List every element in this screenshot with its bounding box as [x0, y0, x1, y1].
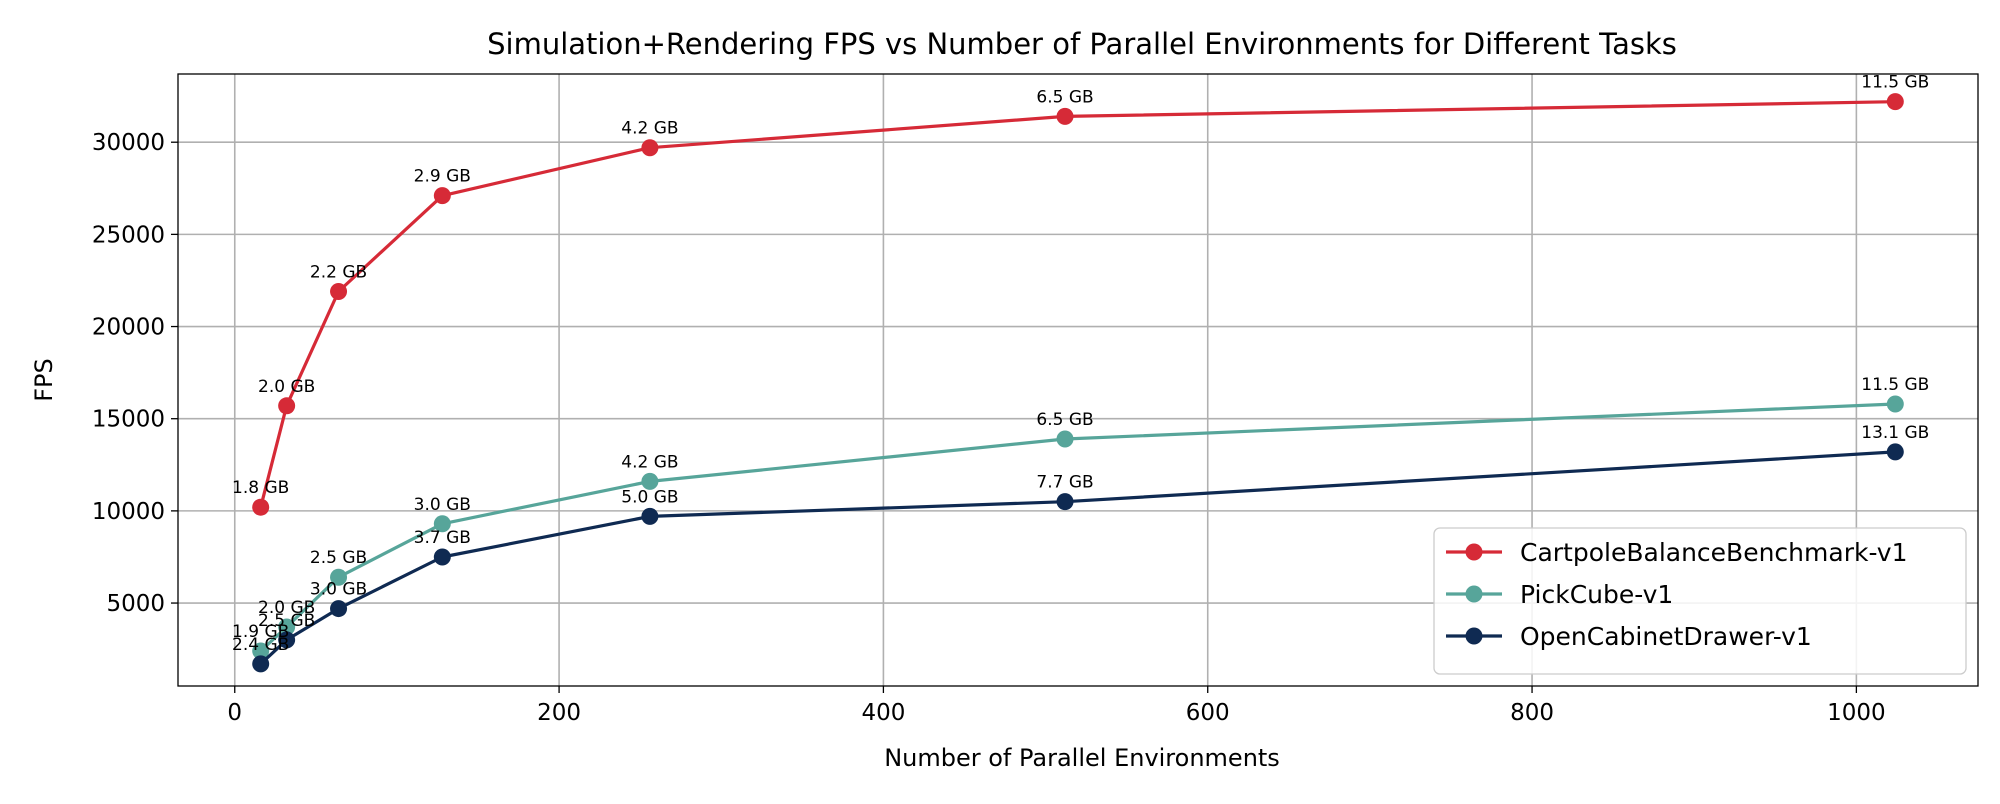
data-point [641, 507, 659, 525]
y-tick-label: 15000 [92, 407, 165, 433]
series-0 [252, 93, 1904, 516]
data-label: 4.2 GB [621, 452, 678, 472]
data-point [1886, 395, 1904, 413]
data-point [330, 283, 348, 301]
legend-label: PickCube-v1 [1520, 580, 1673, 609]
legend-label: OpenCabinetDrawer-v1 [1520, 622, 1812, 651]
data-label: 6.5 GB [1036, 87, 1093, 107]
y-tick-label: 5000 [106, 591, 165, 617]
data-label: 3.0 GB [414, 495, 471, 515]
data-label: 6.5 GB [1036, 410, 1093, 430]
legend-label: CartpoleBalanceBenchmark-v1 [1520, 538, 1908, 567]
x-axis-label: Number of Parallel Environments [884, 744, 1280, 772]
grid [178, 74, 1978, 686]
data-point [1886, 93, 1904, 111]
data-point [1056, 493, 1074, 511]
legend-box [1433, 527, 1967, 675]
legend-item: PickCube-v1 [1446, 580, 1673, 609]
x-tick-label: 0 [227, 700, 242, 726]
data-label: 2.4 GB [232, 635, 289, 655]
axis-ticks: 0 200 400 600 800 1000 5000 10000 15000 20000 2500… [92, 130, 1886, 726]
data-point [252, 655, 270, 673]
data-point [433, 548, 451, 566]
y-tick-label: 25000 [92, 222, 165, 248]
data-label: 7.7 GB [1036, 473, 1093, 493]
legend: CartpoleBalanceBenchmark-v1 PickCube-v1 Op… [1433, 527, 1967, 675]
legend-item: OpenCabinetDrawer-v1 [1446, 622, 1812, 651]
data-point [330, 600, 348, 618]
data-label: 2.5 GB [310, 548, 367, 568]
x-tick-label: 600 [1186, 700, 1230, 726]
data-label: 1.9 GB [232, 622, 289, 642]
data-point [278, 397, 296, 415]
data-point [252, 498, 270, 516]
legend-swatch-marker [1465, 627, 1483, 645]
data-labels: 1.8 GB 2.0 GB 2.2 GB 2.9 GB 4.2 GB 6.5 GB 11.5… [232, 73, 1929, 655]
data-label: 4.2 GB [621, 119, 678, 139]
chart-title: Simulation+Rendering FPS vs Number of Pa… [487, 27, 1677, 61]
data-label: 11.5 GB [1861, 375, 1929, 395]
data-point [252, 642, 270, 660]
data-point [641, 472, 659, 490]
data-label: 2.0 GB [258, 598, 315, 618]
x-tick-label: 1000 [1827, 700, 1886, 726]
data-label: 13.1 GB [1861, 423, 1929, 443]
plot-frame [177, 73, 1979, 687]
data-label: 11.5 GB [1861, 73, 1929, 93]
legend-item: CartpoleBalanceBenchmark-v1 [1446, 538, 1908, 567]
y-axis-label: FPS [30, 358, 58, 402]
data-label: 3.0 GB [310, 580, 367, 600]
data-label: 2.5 GB [258, 611, 315, 631]
x-tick-label: 200 [537, 700, 581, 726]
data-label: 3.7 GB [414, 528, 471, 548]
data-label: 2.9 GB [414, 167, 471, 187]
data-point [1056, 430, 1074, 448]
series-line [259, 100, 1896, 508]
series-layer [252, 93, 1904, 673]
data-point [278, 618, 296, 636]
y-tick-label: 10000 [92, 499, 165, 525]
x-tick-label: 800 [1510, 700, 1554, 726]
series-1 [252, 395, 1904, 660]
data-label: 5.0 GB [621, 487, 678, 507]
data-point [433, 515, 451, 533]
data-label: 2.0 GB [258, 377, 315, 397]
data-point [330, 568, 348, 586]
series-2 [252, 443, 1904, 673]
y-tick-label: 20000 [92, 315, 165, 341]
data-label: 1.8 GB [232, 478, 289, 498]
y-tick-label: 30000 [92, 130, 165, 156]
legend-swatch-marker [1465, 543, 1483, 561]
data-point [1056, 107, 1074, 125]
data-point [278, 631, 296, 649]
data-label: 2.2 GB [310, 263, 367, 283]
legend-swatch-marker [1465, 585, 1483, 603]
x-tick-label: 400 [861, 700, 905, 726]
data-point [641, 139, 659, 157]
data-point [1886, 443, 1904, 461]
data-point [433, 187, 451, 205]
